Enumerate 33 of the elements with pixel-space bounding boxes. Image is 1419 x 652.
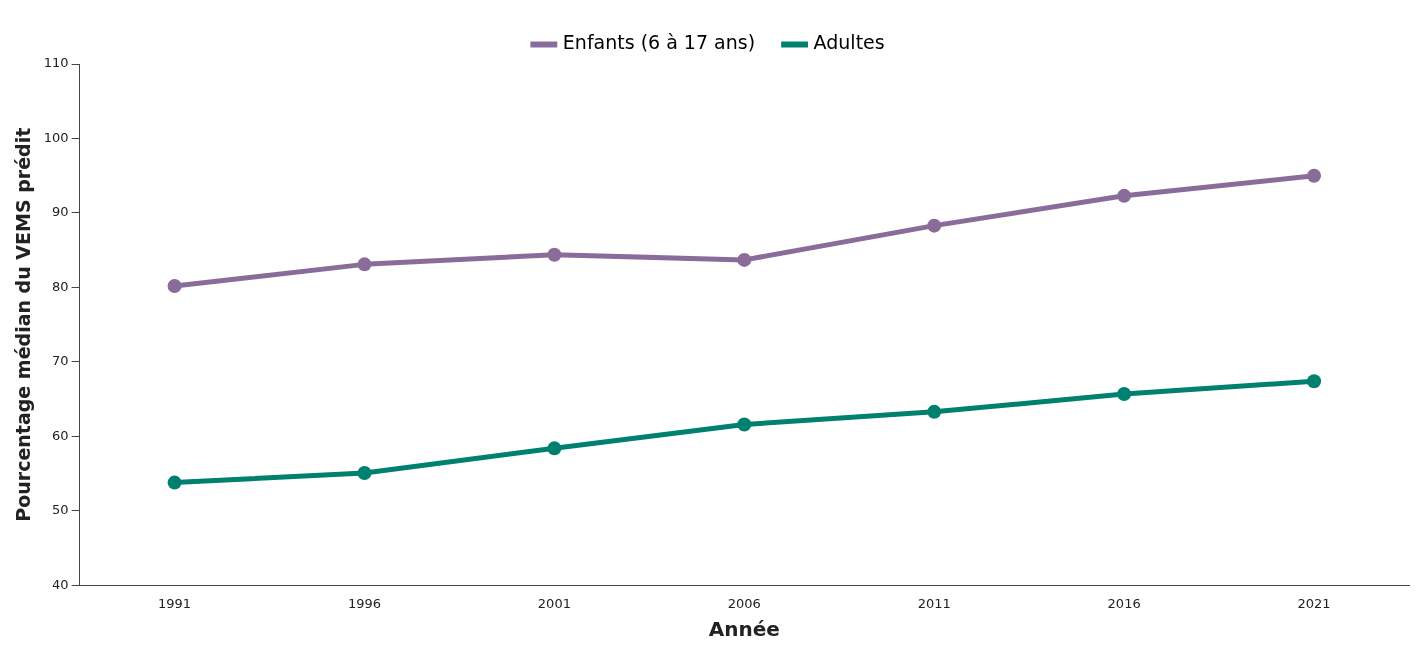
x-tick-label: 2006 [727, 595, 761, 611]
x-tick-label: 1991 [158, 595, 192, 611]
point [547, 247, 562, 262]
point [1307, 374, 1322, 389]
x-tick-label: 2011 [917, 595, 951, 611]
x-tick-label: 2021 [1297, 595, 1331, 611]
y-tick-label: 50 [52, 502, 69, 518]
y-tick-label: 40 [52, 576, 69, 592]
point [1307, 168, 1322, 183]
y-tick-label: 110 [43, 55, 69, 71]
legend-label: Adultes [813, 31, 885, 54]
y-tick-label: 60 [52, 427, 69, 443]
point [927, 218, 942, 233]
point [737, 417, 752, 432]
x-tick-label: 2001 [537, 595, 571, 611]
point [547, 441, 562, 456]
point [357, 257, 372, 272]
point [1117, 386, 1132, 401]
point [737, 252, 752, 267]
point [167, 475, 182, 490]
legend-label: Enfants (6 à 17 ans) [562, 31, 756, 54]
point [167, 278, 182, 293]
x-axis-title: Année [708, 617, 780, 642]
x-tick-label: 2016 [1107, 595, 1141, 611]
y-axis-title: Pourcentage médian du VEMS prédit [12, 127, 35, 522]
x-tick-label: 1996 [347, 595, 382, 611]
point [927, 404, 942, 419]
point [1117, 188, 1132, 203]
y-tick-label: 80 [52, 278, 69, 294]
y-tick-label: 100 [43, 129, 69, 145]
y-tick-label: 70 [52, 353, 69, 369]
point [357, 465, 372, 480]
y-tick-label: 90 [52, 204, 69, 220]
